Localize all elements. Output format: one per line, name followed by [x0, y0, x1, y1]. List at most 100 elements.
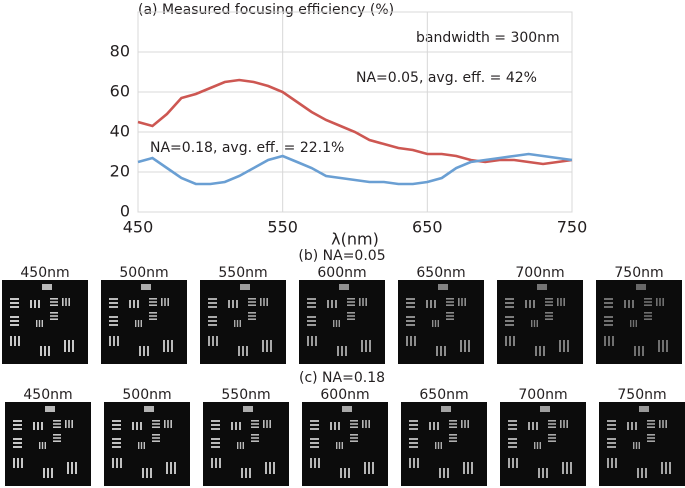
target-bar [13, 438, 22, 440]
target-bar [545, 301, 553, 303]
target-bar [133, 300, 135, 308]
target-bar [338, 320, 340, 327]
target-bar [44, 442, 46, 449]
target-bar [269, 462, 271, 474]
target-bar [68, 340, 70, 352]
target-bar [449, 423, 457, 425]
target-bar [512, 458, 514, 468]
target-bar [152, 426, 160, 428]
target-bar [265, 462, 267, 474]
target-bar [237, 442, 239, 449]
target-bar [430, 300, 432, 308]
target-bar [505, 320, 514, 322]
target-bar [236, 320, 239, 327]
target-bar [369, 340, 371, 352]
target-bar [607, 442, 616, 444]
target-bar [531, 320, 533, 327]
target-bar [37, 422, 39, 430]
target-bar [248, 318, 256, 320]
target-bar [414, 336, 416, 346]
target-bar [13, 458, 15, 468]
target-bar [236, 300, 238, 308]
target-bar [338, 442, 341, 449]
target-bar [545, 315, 553, 317]
target-bar [239, 442, 242, 449]
target-bar [10, 336, 12, 346]
target-bar [632, 300, 634, 308]
target-bar [505, 336, 507, 346]
target-bar [331, 300, 333, 308]
target-bar [53, 434, 61, 436]
target-bar [14, 336, 16, 346]
target-bar [10, 306, 19, 308]
target-bar [266, 420, 268, 428]
target-bar [41, 422, 43, 430]
target-bar [505, 316, 514, 318]
target-bar [163, 340, 165, 352]
data-line [137, 78, 573, 166]
target-square [342, 406, 352, 412]
target-bar [644, 304, 652, 306]
target-bar [266, 298, 268, 306]
target-bar [310, 428, 319, 430]
target-bar [464, 340, 466, 352]
target-bar [464, 298, 466, 306]
target-bar [307, 302, 316, 304]
target-bar [570, 462, 572, 474]
target-bar [68, 420, 70, 428]
target-bar [508, 424, 517, 426]
target-bar [242, 346, 244, 356]
target-bar [406, 324, 415, 326]
target-bar [135, 320, 137, 327]
target-bar [536, 320, 538, 327]
target-bar [310, 420, 319, 422]
target-bar [662, 298, 664, 306]
target-bar [624, 300, 626, 308]
target-bar [525, 300, 527, 308]
target-bar [251, 440, 259, 442]
target-bar [461, 420, 463, 428]
target-bar [508, 428, 517, 430]
target-bar [461, 298, 463, 306]
target-bar [434, 320, 437, 327]
target-bar [327, 300, 329, 308]
target-bar [50, 315, 58, 317]
target-bar [248, 304, 256, 306]
target-bar [532, 422, 534, 430]
target-bar [166, 462, 168, 474]
target-bar [548, 440, 556, 442]
target-bar [548, 426, 556, 428]
target-square [537, 284, 547, 290]
target-bar [112, 420, 121, 422]
target-bar [335, 320, 338, 327]
target-bar [611, 458, 613, 468]
target-bar [112, 428, 121, 430]
target-bar [446, 312, 454, 314]
target-bar [231, 422, 233, 430]
target-bar [641, 468, 643, 478]
target-image [398, 280, 484, 364]
target-bar [446, 318, 454, 320]
target-bar [604, 324, 613, 326]
target-bar [449, 440, 457, 442]
target-image [302, 402, 388, 486]
target-bar [65, 298, 67, 306]
target-bar [545, 304, 553, 306]
y-tick-label: 40 [110, 122, 130, 141]
target-bar [208, 316, 217, 318]
target-bar [270, 340, 272, 352]
target-bar [41, 320, 43, 327]
target-bar [64, 340, 66, 352]
target-bar [443, 468, 445, 478]
target-square [441, 406, 451, 412]
target-bar [449, 437, 457, 439]
target-bar [335, 300, 337, 308]
target-image [101, 280, 187, 364]
target-bar [129, 300, 131, 308]
image-label: 550nm [218, 265, 267, 281]
target-bar [647, 426, 655, 428]
target-bar [251, 434, 259, 436]
target-bar [548, 423, 556, 425]
target-bar [567, 340, 569, 352]
target-bar [536, 442, 539, 449]
